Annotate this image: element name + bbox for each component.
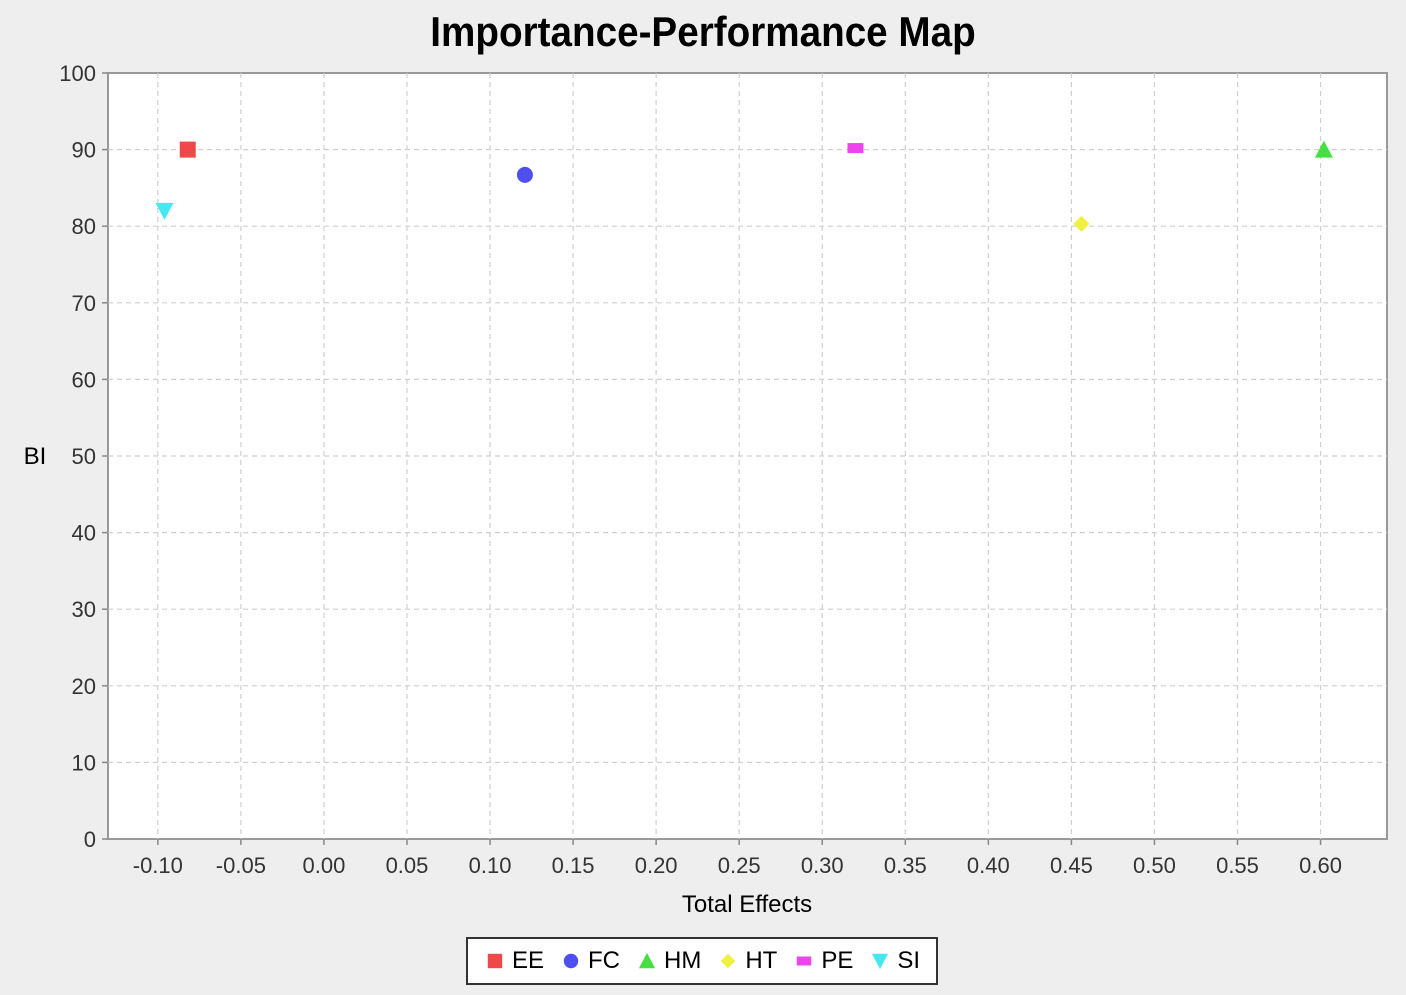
data-point-hm (1314, 140, 1333, 158)
data-point-ee (179, 141, 196, 158)
x-tick-label: 0.30 (801, 853, 844, 878)
legend-item-fc: FC (560, 947, 620, 975)
legend-swatch-si (872, 953, 889, 970)
x-tick-label: 0.25 (718, 853, 761, 878)
y-tick-label: 0 (84, 827, 96, 852)
x-tick-label: 0.20 (635, 853, 678, 878)
chart-title: Importance-Performance Map (430, 8, 976, 55)
legend-label: HM (663, 947, 702, 974)
legend-marker-fc (563, 953, 579, 969)
x-tick-label: 0.50 (1133, 853, 1176, 878)
legend-swatch-ht (721, 953, 736, 969)
legend-item-si: SI (869, 947, 920, 975)
x-tick-label: 0.00 (303, 853, 346, 878)
y-tick-label: 60 (72, 367, 96, 392)
y-tick-label: 30 (72, 597, 96, 622)
y-tick-label: 10 (72, 750, 96, 775)
x-tick-label: 0.35 (884, 853, 927, 878)
legend-marker-ht (721, 953, 736, 969)
axes (102, 72, 1322, 845)
data-points (155, 140, 1333, 232)
legend-label: EE (511, 947, 544, 974)
y-tick-label: 80 (72, 214, 96, 239)
legend-marker-pe (797, 956, 812, 966)
legend-label: PE (821, 947, 854, 974)
legend-item-hm: HM (636, 947, 701, 975)
x-tick-label: 0.45 (1050, 853, 1093, 878)
y-tick-label: 100 (59, 61, 96, 86)
legend-swatch-fc (563, 953, 579, 969)
x-tick-label: 0.05 (386, 853, 429, 878)
grid-lines (108, 73, 1387, 839)
legend-label: HT (745, 947, 778, 974)
legend-label: SI (897, 947, 921, 974)
legend-swatch-ee (487, 953, 503, 969)
x-tick-label: 0.10 (469, 853, 512, 878)
y-tick-label: 70 (72, 291, 96, 316)
y-tick-label: 20 (72, 674, 96, 699)
legend-marker-hm (638, 952, 656, 969)
y-tick-label: 90 (72, 138, 96, 163)
x-tick-label: -0.10 (133, 853, 183, 878)
legend-marker-si (872, 953, 889, 970)
legend-item-ee: EE (484, 947, 544, 975)
x-tick-label: 0.15 (552, 853, 595, 878)
data-point-fc (516, 166, 533, 183)
x-tick-label: 0.40 (967, 853, 1010, 878)
x-tick-label: -0.05 (216, 853, 266, 878)
data-point-pe (847, 143, 864, 154)
y-tick-label: 50 (72, 444, 96, 469)
x-tick-label: 0.55 (1216, 853, 1259, 878)
x-axis-title: Total Effects (682, 891, 812, 918)
legend-item-pe: PE (793, 947, 853, 975)
legend-marker-ee (487, 953, 503, 969)
legend: EE FC HM HT PE SI (466, 937, 938, 985)
legend-item-ht: HT (717, 947, 777, 975)
legend-label: FC (587, 947, 620, 974)
tick-labels: -0.10 -0.05 0.00 0.05 0.10 0.15 0.20 0.25 0.30 0.… (59, 61, 1342, 878)
legend-swatch-pe (797, 956, 812, 966)
y-tick-label: 40 (72, 521, 96, 546)
data-point-ht (1073, 215, 1090, 232)
y-axis-title: BI (24, 443, 47, 470)
legend-swatch-hm (638, 952, 656, 969)
x-tick-label: 0.60 (1299, 853, 1342, 878)
data-point-si (155, 202, 174, 220)
